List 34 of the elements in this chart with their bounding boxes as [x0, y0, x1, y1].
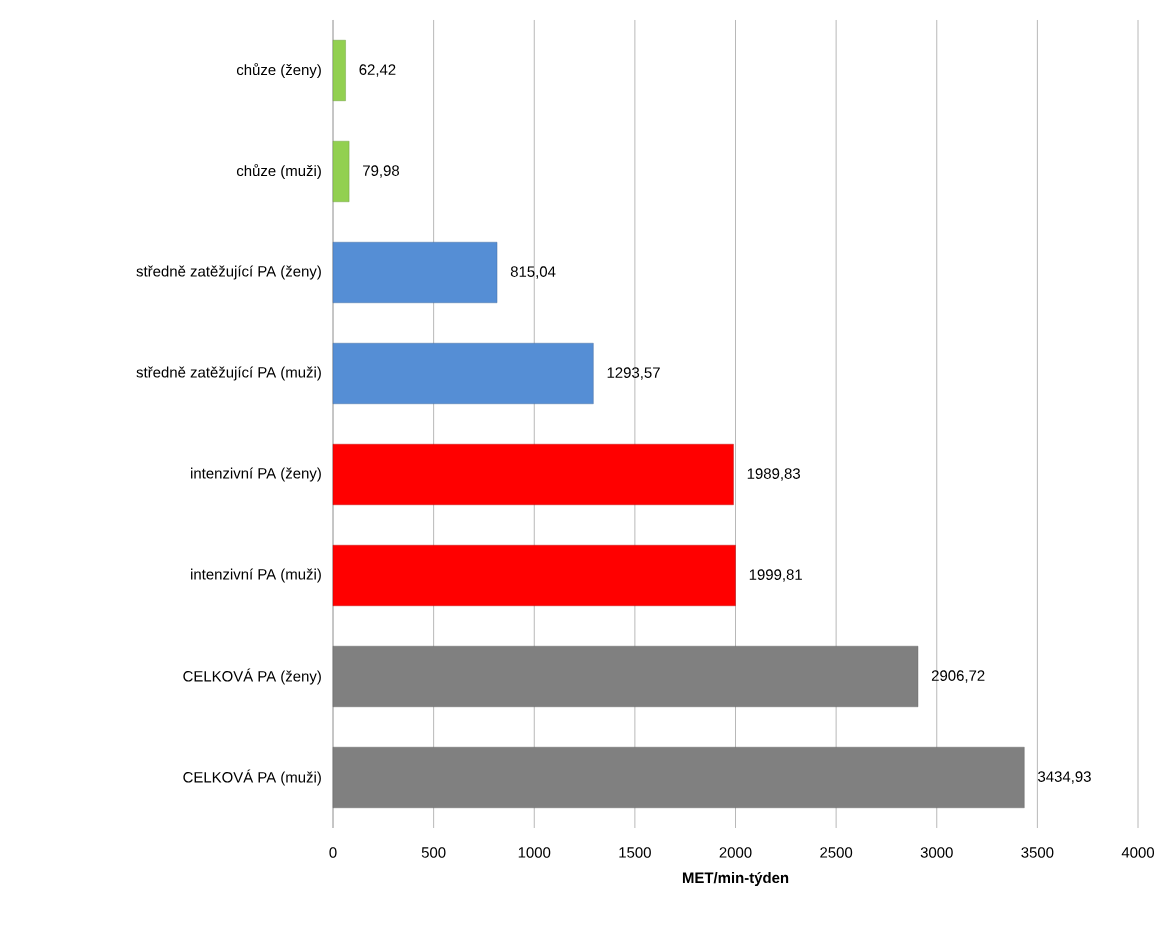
y-tick-label: intenzivní PA (ženy) — [191, 467, 321, 482]
y-tick-label: intenzivní PA (muži) — [191, 568, 321, 583]
x-tick-label: 2000 — [719, 847, 752, 858]
x-tick-label: 500 — [421, 847, 446, 858]
x-tick-label: 0 — [329, 847, 337, 858]
x-tick-label: 3500 — [1021, 847, 1054, 858]
x-tick-label: 1000 — [518, 847, 551, 858]
x-tick-label: 1500 — [619, 847, 651, 858]
bar — [332, 140, 350, 202]
y-tick-label: středně zatěžující PA (muži) — [136, 366, 321, 381]
bar — [332, 444, 734, 505]
bar — [332, 343, 594, 404]
y-tick-label: CELKOVÁ PA (ženy) — [183, 668, 321, 685]
x-tick-label: 4000 — [1121, 847, 1155, 858]
data-label: 1293,57 — [607, 367, 660, 380]
data-label: 3434,93 — [1038, 771, 1091, 784]
data-label: 1999,81 — [749, 569, 802, 582]
data-label: 62,42 — [359, 64, 396, 77]
y-tick-label: chůze (ženy) — [236, 62, 321, 79]
data-label: 1989,83 — [747, 468, 800, 481]
x-tick-label: 3000 — [920, 847, 953, 858]
y-tick-label: středně zatěžující PA (ženy) — [136, 265, 321, 280]
bar — [332, 746, 1025, 808]
y-tick-label: CELKOVÁ PA (muži) — [183, 769, 321, 786]
data-label: 815,04 — [510, 266, 556, 279]
bar — [332, 545, 736, 606]
x-tick-label: 2500 — [820, 847, 853, 858]
x-axis-title: MET/min-týden — [682, 871, 789, 886]
data-label: 79,98 — [363, 165, 400, 178]
y-tick-label: chůze (muži) — [236, 163, 321, 180]
bar — [332, 646, 919, 707]
bar — [332, 241, 498, 303]
bar — [332, 40, 346, 101]
data-label: 2906,72 — [931, 670, 985, 683]
